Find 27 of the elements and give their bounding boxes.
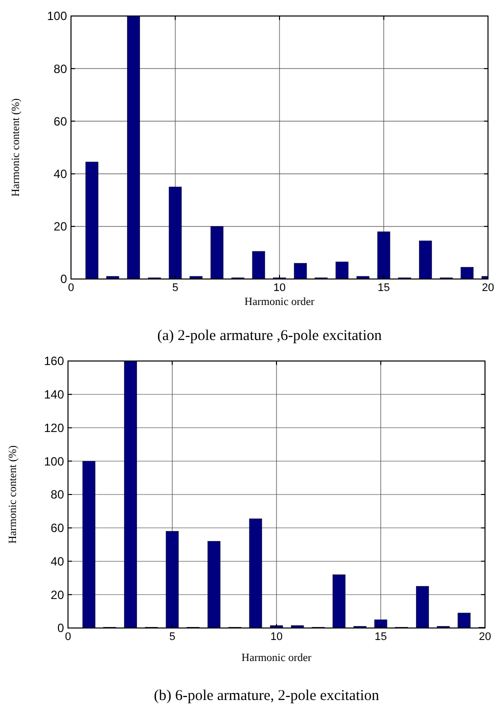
x-tick-label: 5 bbox=[169, 631, 176, 643]
y-tick-label: 80 bbox=[50, 488, 64, 502]
text: (b) 6-pole armature, 2-pole excitation bbox=[154, 688, 380, 704]
y-tick-label: 40 bbox=[50, 554, 64, 568]
y-tick-label: 40 bbox=[54, 167, 68, 181]
y-tick-label: 60 bbox=[50, 521, 64, 536]
y-tick-label: 120 bbox=[44, 420, 64, 435]
y-tick-label: 140 bbox=[44, 388, 64, 402]
x-tick-label: 20 bbox=[482, 282, 494, 294]
y-tick-label: 100 bbox=[44, 454, 64, 468]
y-tick-label: 100 bbox=[46, 9, 68, 24]
y-axis-title: Harmonic content (%) bbox=[7, 444, 19, 544]
y-axis-title: Harmonic content (%) bbox=[10, 98, 22, 197]
y-tick-label: 80 bbox=[54, 62, 68, 76]
y-tick-label: 60 bbox=[54, 114, 68, 128]
x-tick-label: 15 bbox=[378, 282, 390, 294]
text: (a) 2-pole armature ,6-pole excitation bbox=[157, 328, 382, 344]
x-tick-label: 10 bbox=[273, 282, 286, 294]
y-tick-label: 20 bbox=[54, 220, 68, 234]
y-tick-label: 160 bbox=[44, 354, 64, 368]
x-tick-label: 5 bbox=[172, 282, 178, 294]
x-tick-label: 20 bbox=[478, 631, 492, 643]
x-tick-label: 15 bbox=[374, 631, 387, 643]
y-tick-label: 20 bbox=[50, 588, 64, 602]
x-tick-label: 10 bbox=[270, 631, 283, 643]
x-axis-title: Harmonic order bbox=[242, 652, 312, 664]
x-axis-title: Harmonic order bbox=[244, 296, 315, 308]
